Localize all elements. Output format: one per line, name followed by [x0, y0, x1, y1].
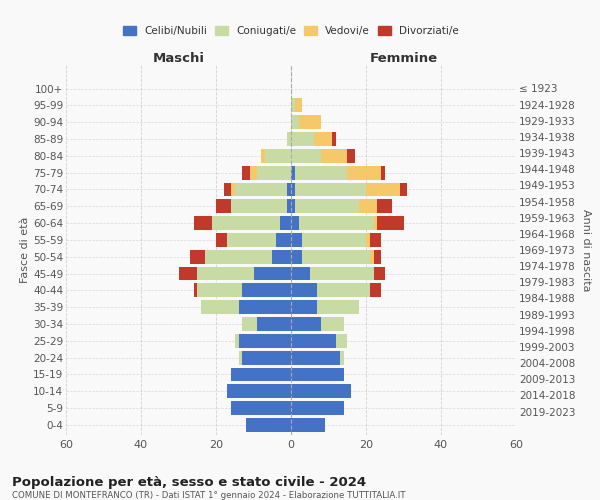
Bar [400, 182, 407, 196]
Bar [242, 317, 257, 331]
Bar [212, 216, 280, 230]
Bar [205, 250, 272, 264]
Bar [179, 266, 197, 280]
Bar [276, 233, 291, 247]
Bar [291, 418, 325, 432]
Bar [302, 250, 370, 264]
Bar [291, 300, 317, 314]
Bar [257, 317, 291, 331]
Bar [359, 200, 377, 213]
Bar [295, 166, 347, 179]
Legend: Celibi/Nubili, Coniugati/e, Vedovi/e, Divorziati/e: Celibi/Nubili, Coniugati/e, Vedovi/e, Di… [119, 22, 463, 40]
Bar [257, 166, 291, 179]
Bar [193, 284, 197, 298]
Bar [235, 334, 239, 347]
Y-axis label: Anni di nascita: Anni di nascita [581, 209, 591, 291]
Bar [291, 284, 317, 298]
Text: COMUNE DI MONTEFRANCO (TR) - Dati ISTAT 1° gennaio 2024 - Elaborazione TUTTITALI: COMUNE DI MONTEFRANCO (TR) - Dati ISTAT … [12, 491, 406, 500]
Bar [291, 350, 340, 364]
Bar [373, 266, 385, 280]
Bar [291, 132, 314, 146]
Bar [291, 266, 310, 280]
Bar [197, 266, 254, 280]
Bar [216, 233, 227, 247]
Text: Femmine: Femmine [370, 52, 437, 65]
Bar [317, 300, 359, 314]
Bar [287, 182, 291, 196]
Bar [291, 233, 302, 247]
Bar [287, 132, 291, 146]
Bar [336, 334, 347, 347]
Bar [231, 368, 291, 382]
Bar [235, 182, 287, 196]
Bar [231, 401, 291, 415]
Bar [291, 250, 302, 264]
Bar [373, 216, 377, 230]
Bar [254, 266, 291, 280]
Bar [291, 182, 295, 196]
Bar [295, 200, 359, 213]
Bar [314, 132, 332, 146]
Bar [291, 166, 295, 179]
Bar [347, 149, 355, 162]
Bar [347, 166, 381, 179]
Bar [291, 401, 343, 415]
Text: Popolazione per età, sesso e stato civile - 2024: Popolazione per età, sesso e stato civil… [12, 476, 366, 489]
Bar [321, 317, 343, 331]
Bar [366, 182, 400, 196]
Bar [370, 250, 373, 264]
Bar [291, 317, 321, 331]
Bar [246, 418, 291, 432]
Bar [291, 149, 321, 162]
Bar [370, 233, 381, 247]
Bar [291, 384, 351, 398]
Bar [216, 200, 231, 213]
Bar [291, 116, 299, 129]
Bar [242, 284, 291, 298]
Bar [317, 284, 370, 298]
Bar [190, 250, 205, 264]
Bar [239, 300, 291, 314]
Bar [377, 216, 404, 230]
Text: Maschi: Maschi [152, 52, 205, 65]
Bar [227, 384, 291, 398]
Bar [295, 182, 366, 196]
Bar [299, 116, 321, 129]
Bar [321, 149, 347, 162]
Bar [310, 266, 373, 280]
Bar [299, 216, 373, 230]
Bar [291, 334, 336, 347]
Bar [295, 98, 302, 112]
Bar [227, 233, 276, 247]
Bar [197, 284, 242, 298]
Bar [239, 350, 242, 364]
Bar [261, 149, 265, 162]
Bar [332, 132, 336, 146]
Bar [201, 300, 239, 314]
Bar [231, 200, 287, 213]
Bar [280, 216, 291, 230]
Bar [377, 200, 392, 213]
Bar [287, 200, 291, 213]
Bar [242, 350, 291, 364]
Bar [242, 166, 250, 179]
Bar [193, 216, 212, 230]
Bar [381, 166, 385, 179]
Bar [370, 284, 381, 298]
Bar [373, 250, 381, 264]
Bar [250, 166, 257, 179]
Bar [302, 233, 366, 247]
Bar [366, 233, 370, 247]
Bar [231, 182, 235, 196]
Bar [272, 250, 291, 264]
Bar [340, 350, 343, 364]
Bar [265, 149, 291, 162]
Bar [223, 182, 231, 196]
Bar [239, 334, 291, 347]
Bar [291, 200, 295, 213]
Y-axis label: Fasce di età: Fasce di età [20, 217, 30, 283]
Bar [291, 368, 343, 382]
Bar [291, 98, 295, 112]
Bar [291, 216, 299, 230]
